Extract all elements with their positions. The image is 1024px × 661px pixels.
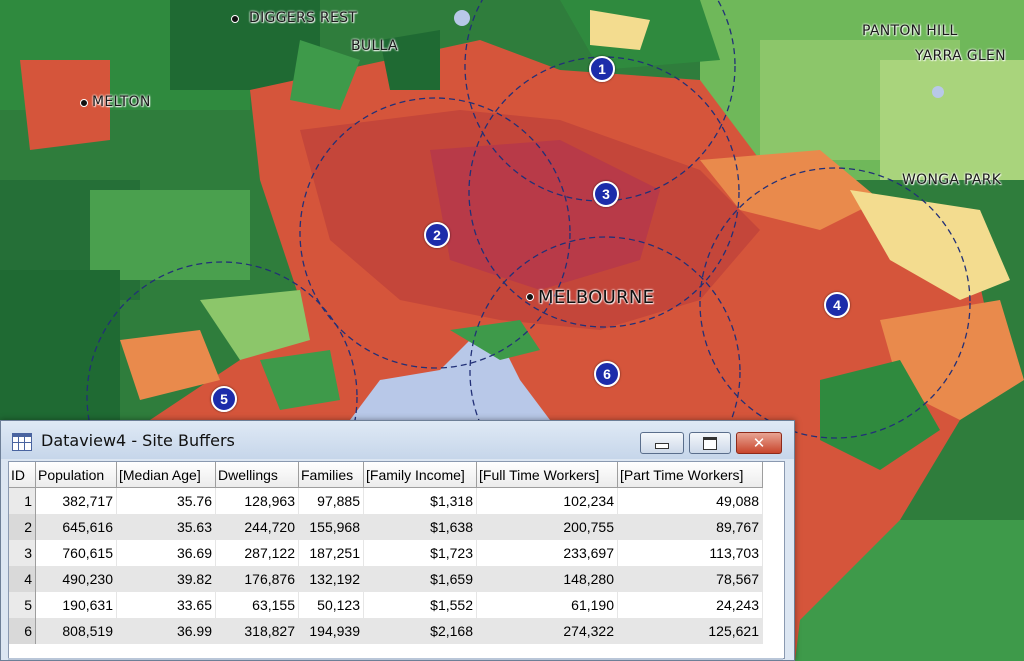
cell-part-time-workers[interactable]: 113,703 <box>617 540 763 566</box>
cell-family-income[interactable]: $1,659 <box>363 566 477 592</box>
cell-population[interactable]: 808,519 <box>35 618 117 644</box>
town-dot <box>80 99 88 107</box>
cell-family-income[interactable]: $1,638 <box>363 514 477 540</box>
data-grid[interactable]: ID Population [Median Age] Dwellings Fam… <box>8 461 785 659</box>
table-row[interactable]: 3 760,615 36.69 287,122 187,251 $1,723 2… <box>9 540 763 566</box>
column-header-full-time-workers[interactable]: [Full Time Workers] <box>476 462 618 488</box>
cell-median-age[interactable]: 35.63 <box>116 514 216 540</box>
site-marker-4[interactable]: 4 <box>824 292 850 318</box>
cell-family-income[interactable]: $1,723 <box>363 540 477 566</box>
cell-id[interactable]: 3 <box>9 540 36 566</box>
table-row[interactable]: 5 190,631 33.65 63,155 50,123 $1,552 61,… <box>9 592 763 618</box>
cell-id[interactable]: 5 <box>9 592 36 618</box>
cell-part-time-workers[interactable]: 49,088 <box>617 487 763 514</box>
column-header-dwellings[interactable]: Dwellings <box>215 462 299 488</box>
cell-families[interactable]: 97,885 <box>298 487 364 514</box>
cell-full-time-workers[interactable]: 61,190 <box>476 592 618 618</box>
table-row[interactable]: 6 808,519 36.99 318,827 194,939 $2,168 2… <box>9 618 763 644</box>
cell-id[interactable]: 6 <box>9 618 36 644</box>
cell-part-time-workers[interactable]: 24,243 <box>617 592 763 618</box>
cell-median-age[interactable]: 35.76 <box>116 487 216 514</box>
column-header-part-time-workers[interactable]: [Part Time Workers] <box>617 462 763 488</box>
cell-median-age[interactable]: 36.69 <box>116 540 216 566</box>
cell-families[interactable]: 155,968 <box>298 514 364 540</box>
close-icon: ✕ <box>752 433 766 452</box>
cell-id[interactable]: 2 <box>9 514 36 540</box>
cell-population[interactable]: 490,230 <box>35 566 117 592</box>
maximize-button[interactable] <box>689 432 731 454</box>
column-header-id[interactable]: ID <box>9 462 36 488</box>
column-header-population[interactable]: Population <box>35 462 117 488</box>
cell-family-income[interactable]: $1,318 <box>363 487 477 514</box>
place-label-wonga-park: WONGA PARK <box>902 172 1002 188</box>
cell-population[interactable]: 645,616 <box>35 514 117 540</box>
place-label-melbourne: MELBOURNE <box>538 287 655 308</box>
table-row[interactable]: 4 490,230 39.82 176,876 132,192 $1,659 1… <box>9 566 763 592</box>
cell-dwellings[interactable]: 128,963 <box>215 487 299 514</box>
cell-families[interactable]: 132,192 <box>298 566 364 592</box>
site-marker-2[interactable]: 2 <box>424 222 450 248</box>
cell-id[interactable]: 1 <box>9 487 36 514</box>
town-dot <box>231 15 239 23</box>
cell-family-income[interactable]: $2,168 <box>363 618 477 644</box>
cell-median-age[interactable]: 39.82 <box>116 566 216 592</box>
maximize-icon <box>703 436 717 450</box>
site-marker-5[interactable]: 5 <box>211 386 237 412</box>
cell-family-income[interactable]: $1,552 <box>363 592 477 618</box>
cell-full-time-workers[interactable]: 148,280 <box>476 566 618 592</box>
cell-dwellings[interactable]: 63,155 <box>215 592 299 618</box>
window-title: Dataview4 - Site Buffers <box>41 431 235 450</box>
cell-families[interactable]: 194,939 <box>298 618 364 644</box>
column-header-median-age[interactable]: [Median Age] <box>116 462 216 488</box>
cell-full-time-workers[interactable]: 102,234 <box>476 487 618 514</box>
cell-part-time-workers[interactable]: 78,567 <box>617 566 763 592</box>
cell-median-age[interactable]: 33.65 <box>116 592 216 618</box>
site-marker-1[interactable]: 1 <box>589 56 615 82</box>
table-icon <box>12 433 32 451</box>
table-row[interactable]: 2 645,616 35.63 244,720 155,968 $1,638 2… <box>9 514 763 540</box>
close-button[interactable]: ✕ <box>736 432 782 454</box>
site-marker-3[interactable]: 3 <box>593 181 619 207</box>
cell-population[interactable]: 190,631 <box>35 592 117 618</box>
cell-full-time-workers[interactable]: 274,322 <box>476 618 618 644</box>
cell-part-time-workers[interactable]: 125,621 <box>617 618 763 644</box>
column-header-families[interactable]: Families <box>298 462 364 488</box>
column-header-family-income[interactable]: [Family Income] <box>363 462 477 488</box>
cell-families[interactable]: 50,123 <box>298 592 364 618</box>
table-header-row: ID Population [Median Age] Dwellings Fam… <box>9 462 763 488</box>
cell-id[interactable]: 4 <box>9 566 36 592</box>
cell-dwellings[interactable]: 176,876 <box>215 566 299 592</box>
minimize-icon <box>655 443 669 449</box>
cell-families[interactable]: 187,251 <box>298 540 364 566</box>
place-label-yarra-glen: YARRA GLEN <box>915 48 1006 64</box>
cell-median-age[interactable]: 36.99 <box>116 618 216 644</box>
cell-full-time-workers[interactable]: 200,755 <box>476 514 618 540</box>
window-titlebar[interactable]: Dataview4 - Site Buffers ✕ <box>1 421 794 459</box>
cell-population[interactable]: 382,717 <box>35 487 117 514</box>
window-bottom-edge <box>8 658 783 660</box>
place-label-bulla: BULLA <box>351 38 398 54</box>
place-label-melton: MELTON <box>92 94 151 110</box>
minimize-button[interactable] <box>640 432 684 454</box>
table-row[interactable]: 1 382,717 35.76 128,963 97,885 $1,318 10… <box>9 487 763 514</box>
cell-population[interactable]: 760,615 <box>35 540 117 566</box>
place-label-diggers-rest: DIGGERS REST <box>249 10 358 26</box>
town-dot <box>526 293 534 301</box>
site-marker-6[interactable]: 6 <box>594 361 620 387</box>
cell-dwellings[interactable]: 287,122 <box>215 540 299 566</box>
place-label-panton-hill: PANTON HILL <box>862 23 958 39</box>
cell-full-time-workers[interactable]: 233,697 <box>476 540 618 566</box>
cell-part-time-workers[interactable]: 89,767 <box>617 514 763 540</box>
cell-dwellings[interactable]: 318,827 <box>215 618 299 644</box>
dataview-window[interactable]: Dataview4 - Site Buffers ✕ ID Population… <box>0 420 795 661</box>
cell-dwellings[interactable]: 244,720 <box>215 514 299 540</box>
